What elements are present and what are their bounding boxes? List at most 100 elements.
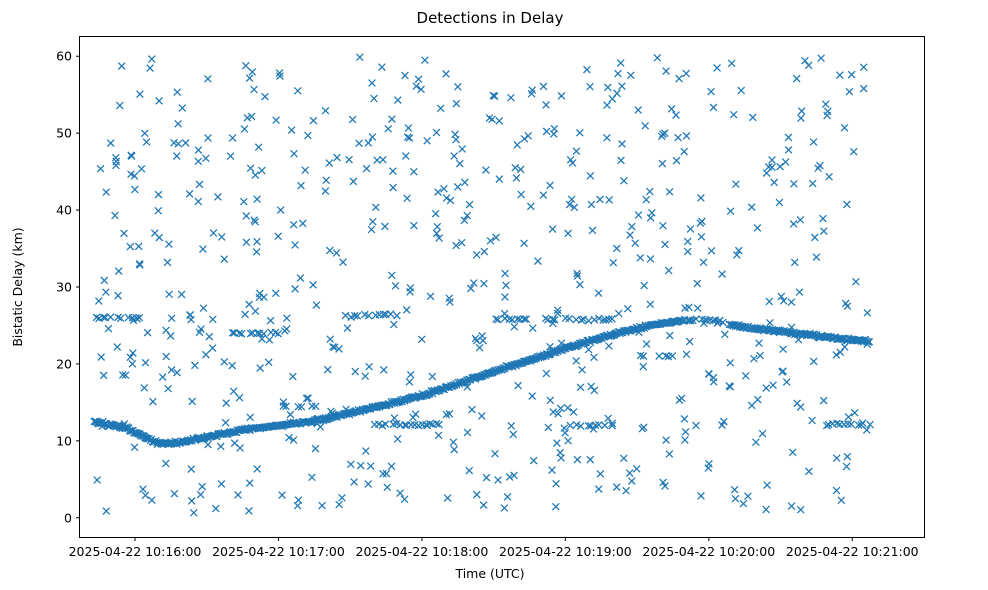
detection-point	[840, 123, 849, 132]
detection-point	[296, 274, 305, 282]
detection-point	[409, 167, 418, 176]
detection-point	[452, 241, 460, 250]
detection-point	[117, 62, 126, 70]
detection-point	[291, 241, 299, 249]
detection-point	[174, 119, 182, 128]
detection-point	[659, 130, 667, 138]
detection-point	[514, 381, 522, 390]
detection-point	[809, 138, 818, 146]
detection-point	[129, 349, 137, 357]
detection-point	[289, 436, 298, 444]
detection-point	[364, 311, 373, 320]
detection-point	[578, 365, 586, 374]
detection-point	[241, 61, 250, 70]
detection-point	[164, 384, 172, 393]
detection-point	[98, 422, 107, 431]
detection-point	[325, 246, 334, 255]
detection-point	[255, 293, 264, 302]
detection-point	[765, 297, 774, 306]
detection-point	[217, 480, 226, 488]
detection-point	[843, 200, 851, 209]
detection-point	[844, 420, 852, 428]
detection-point	[758, 429, 767, 438]
detection-point	[552, 479, 560, 488]
detection-point	[495, 175, 504, 183]
detection-point	[658, 159, 667, 168]
detection-point	[677, 394, 686, 403]
detection-point	[379, 155, 387, 164]
detection-point	[381, 222, 389, 231]
detection-point	[463, 383, 472, 391]
detection-point	[329, 342, 337, 351]
detection-point	[511, 163, 520, 172]
detection-point	[353, 312, 362, 320]
detection-point	[636, 351, 645, 360]
y-tick-label: 60	[56, 49, 72, 64]
detection-point	[662, 352, 670, 360]
detection-point	[453, 183, 462, 191]
detection-point	[683, 247, 692, 256]
detection-point	[458, 145, 467, 153]
detection-point	[750, 354, 758, 363]
detection-point	[500, 504, 509, 512]
detection-point	[279, 398, 288, 406]
detection-point	[471, 334, 480, 343]
detection-point	[730, 485, 739, 494]
detection-point	[642, 195, 651, 204]
detection-point	[338, 493, 346, 502]
detection-point	[794, 335, 803, 344]
detection-point	[588, 226, 597, 235]
detection-point	[659, 478, 667, 487]
detection-point	[680, 147, 689, 156]
detection-point	[542, 127, 551, 136]
detection-point	[287, 126, 296, 134]
detection-point	[822, 421, 831, 430]
detection-point	[661, 240, 669, 249]
detection-point	[187, 497, 196, 505]
detection-point	[631, 239, 640, 248]
detection-point	[642, 340, 651, 348]
detection-point	[709, 103, 718, 112]
detection-point	[379, 310, 388, 319]
detection-point	[140, 129, 149, 138]
detection-point	[298, 219, 307, 228]
detection-point	[202, 350, 210, 359]
detection-point	[250, 85, 258, 94]
detection-point	[111, 153, 120, 162]
detection-point	[762, 169, 771, 177]
detection-point	[141, 491, 150, 500]
detection-point	[837, 334, 846, 343]
detection-point	[113, 343, 122, 351]
detection-point	[775, 198, 784, 207]
detection-point	[859, 63, 868, 72]
detection-point	[752, 438, 760, 447]
detection-point	[301, 166, 310, 175]
detection-point	[619, 454, 628, 463]
detection-point	[355, 53, 364, 62]
detection-point	[561, 428, 569, 437]
detection-point	[466, 284, 475, 293]
detection-point	[549, 408, 558, 416]
detection-point	[297, 181, 305, 190]
detection-point	[739, 499, 748, 508]
detection-point	[572, 357, 581, 365]
detection-point	[406, 288, 414, 296]
detection-point	[276, 72, 284, 80]
detection-point	[214, 193, 222, 201]
y-tick-label: 40	[56, 203, 72, 218]
detection-point	[781, 158, 790, 166]
detection-point	[290, 149, 298, 158]
detection-point	[102, 288, 110, 297]
detection-point	[836, 348, 845, 357]
detection-point	[864, 338, 872, 346]
detection-point	[489, 91, 498, 100]
detection-point	[544, 423, 553, 432]
detection-point	[158, 373, 167, 381]
detection-point	[127, 170, 135, 179]
detection-point	[809, 357, 818, 366]
detection-point	[832, 454, 841, 463]
detection-point	[433, 222, 442, 231]
detection-point	[453, 82, 462, 91]
detection-point	[114, 291, 122, 300]
detection-point	[209, 229, 218, 237]
